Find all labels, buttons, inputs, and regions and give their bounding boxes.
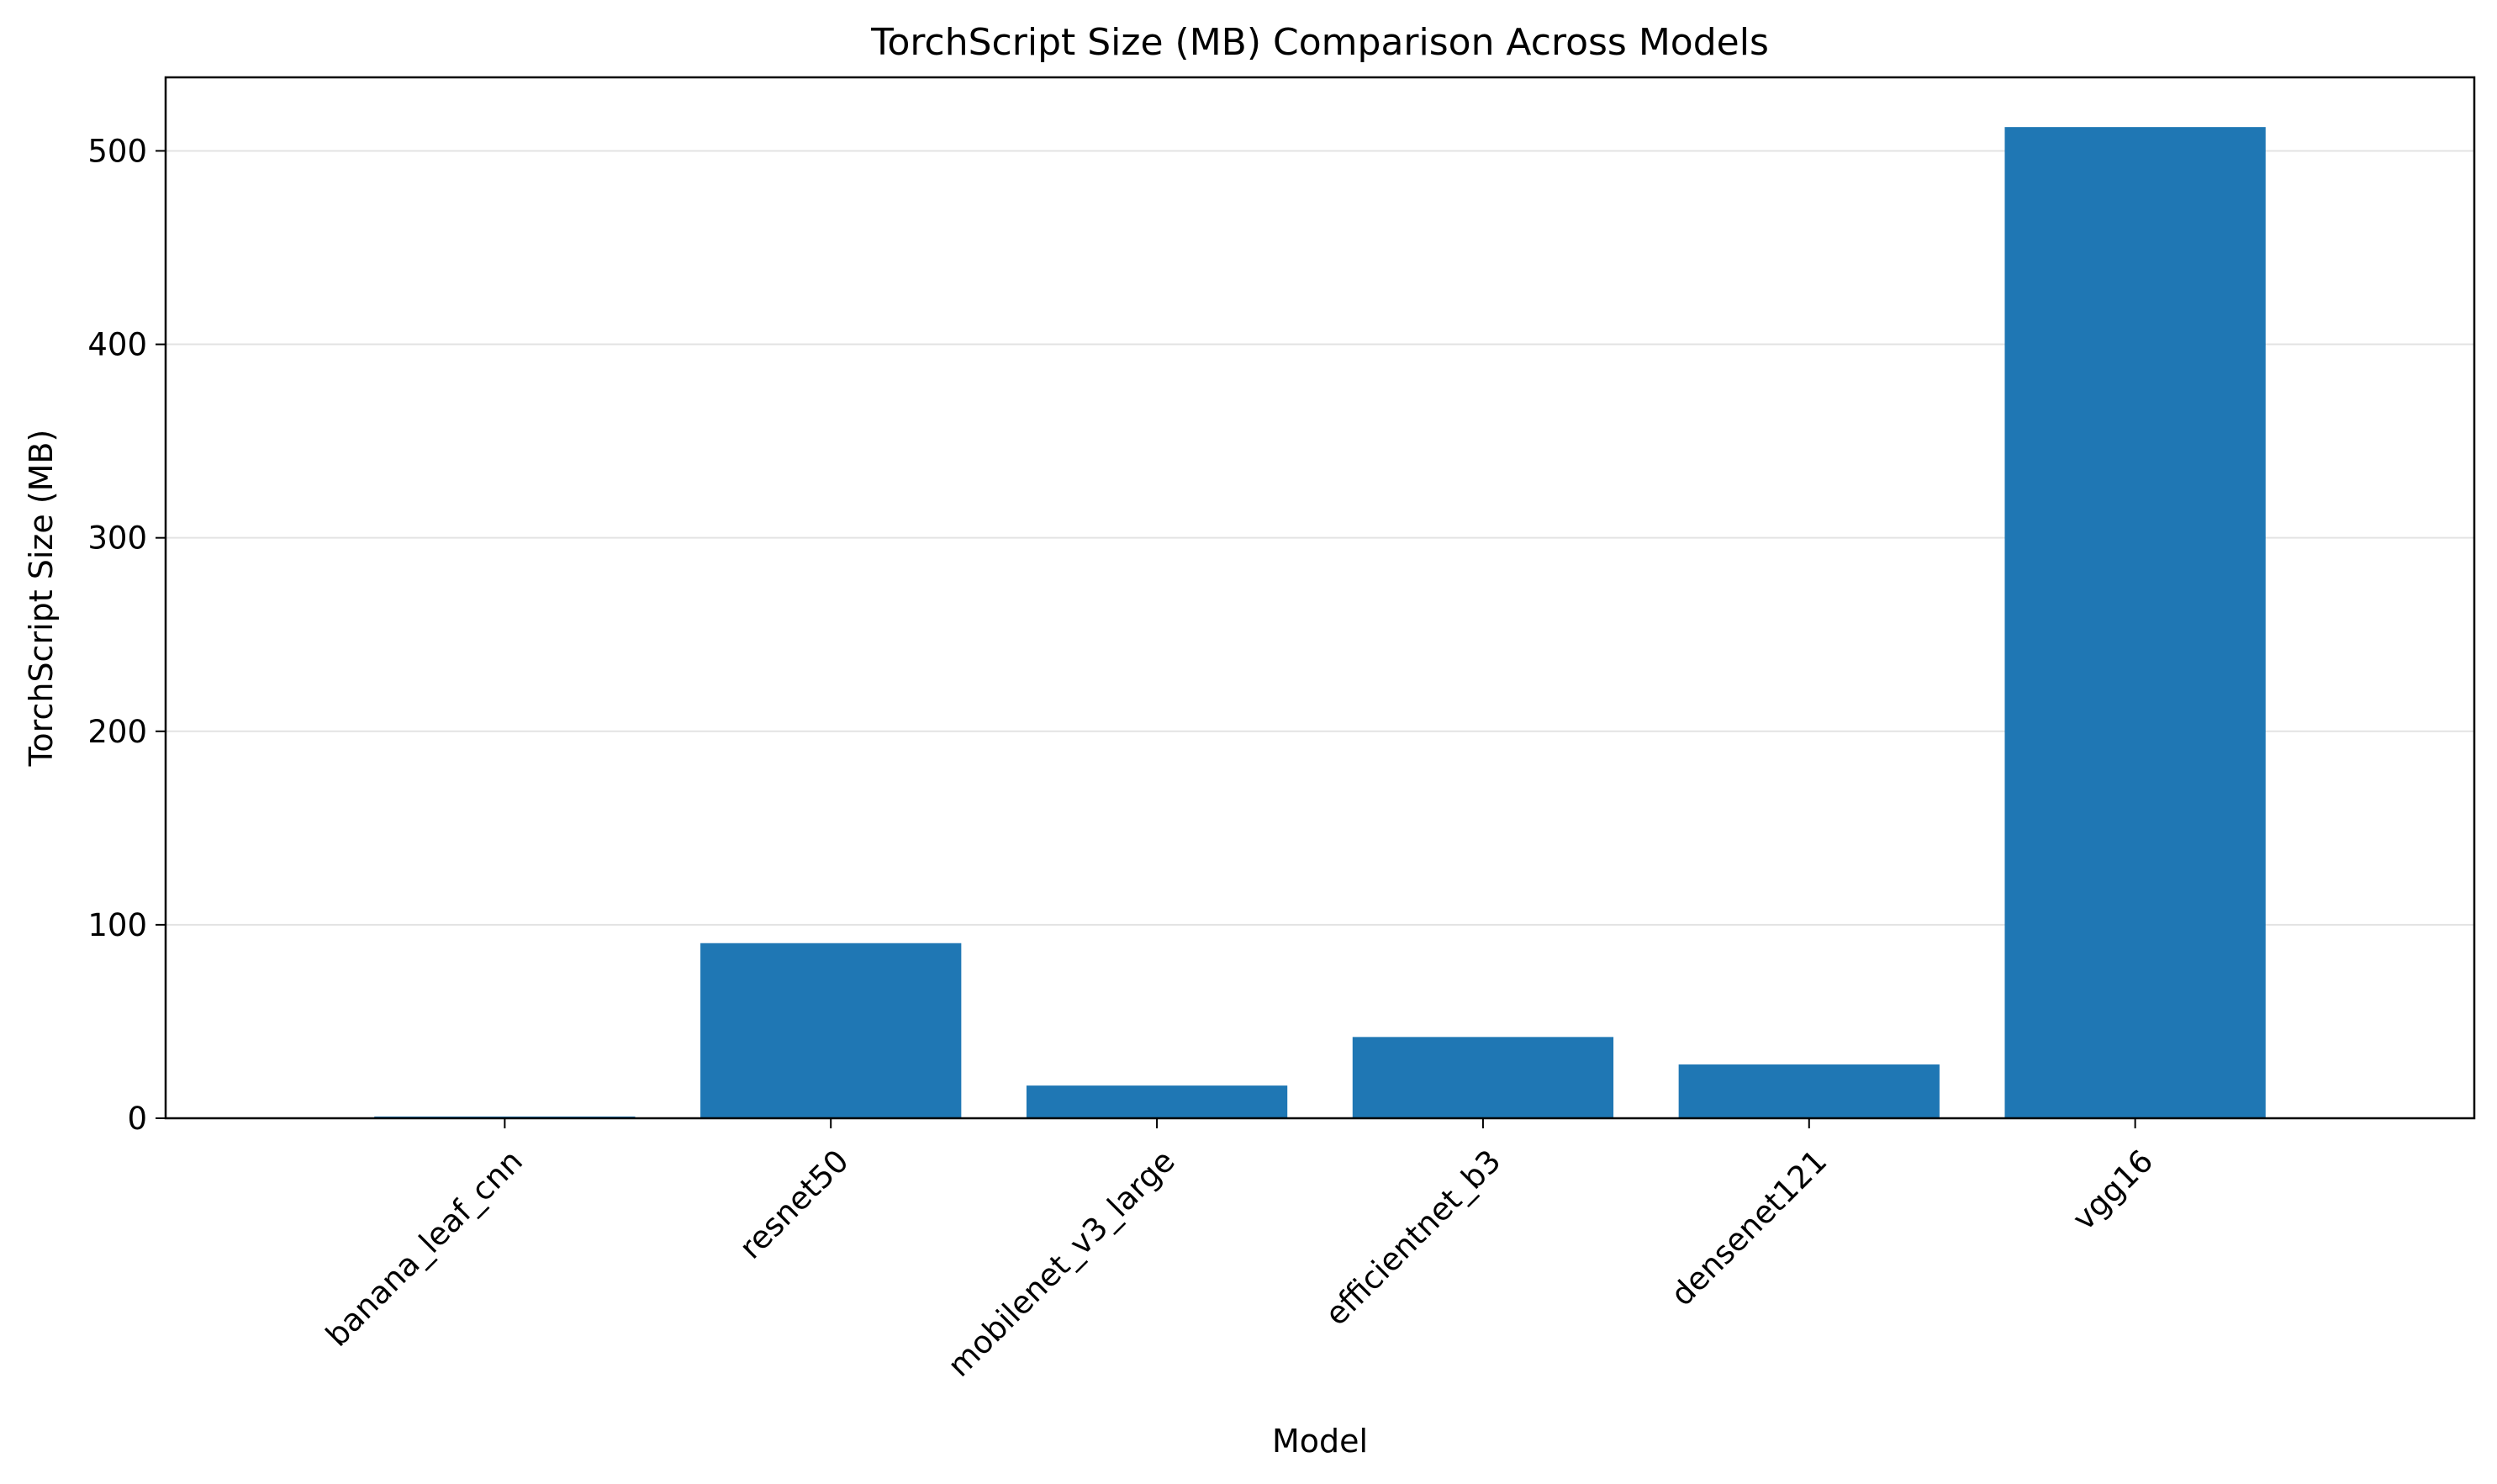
y-tick-label: 100 — [87, 907, 147, 943]
bar-densenet121 — [1678, 1064, 1940, 1118]
bar-vgg16 — [2004, 127, 2266, 1118]
x-axis-label: Model — [1272, 1423, 1368, 1460]
y-tick-label: 400 — [87, 327, 147, 363]
y-axis-label: TorchScript Size (MB) — [23, 430, 60, 768]
y-tick-label: 0 — [127, 1101, 147, 1137]
plot-frame — [164, 76, 2476, 1120]
bars — [374, 127, 2266, 1118]
y-tick-label: 300 — [87, 520, 147, 557]
bar-mobilenet_v3_large — [1026, 1085, 1288, 1118]
chart-title: TorchScript Size (MB) Comparison Across … — [870, 21, 1769, 64]
y-axis-ticks: 0 100 200 300 400 500 — [87, 133, 166, 1137]
bar-efficientnet_b3 — [1352, 1037, 1614, 1118]
y-tick-label: 500 — [87, 133, 147, 169]
y-tick-label: 200 — [87, 714, 147, 750]
bar-resnet50 — [700, 943, 962, 1118]
